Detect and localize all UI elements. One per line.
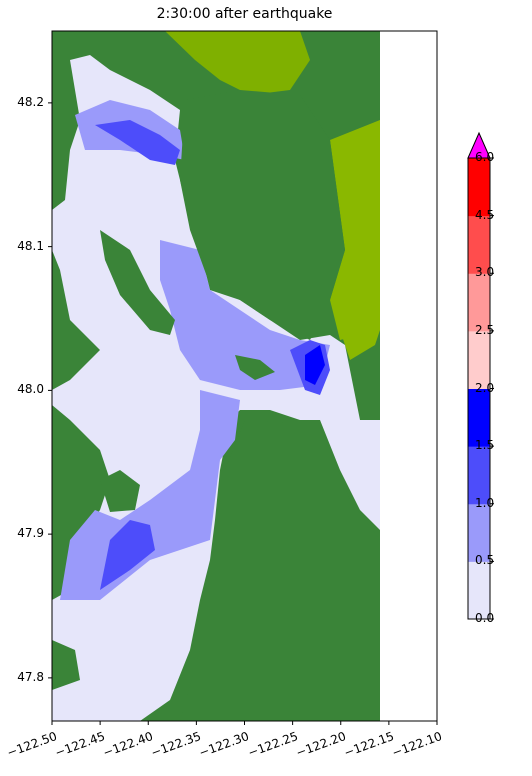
colorbar-segment <box>468 503 490 562</box>
highland-east <box>330 120 380 340</box>
water-level-2-south <box>100 520 155 590</box>
colorbar-segment <box>468 388 490 447</box>
y-tick-label: 47.8 <box>17 669 44 684</box>
colorbar-segment <box>468 158 490 217</box>
island-west <box>100 230 175 335</box>
colorbar-segment <box>468 273 490 332</box>
land-east-lobe <box>180 90 345 340</box>
y-tick-label: 47.9 <box>17 526 44 541</box>
plot-title: 2:30:00 after earthquake <box>156 6 333 22</box>
water-level-2-north <box>95 120 180 165</box>
water-level-1-middle <box>160 240 330 390</box>
y-tick-label: 48.0 <box>17 382 44 397</box>
colorbar-tick-label: 6.0 <box>475 150 495 164</box>
colorbar-tick-label: 0.0 <box>475 611 495 625</box>
water-level-3-inlet <box>305 345 325 385</box>
land-southeast <box>180 420 380 721</box>
map-area <box>52 31 437 721</box>
colorbar <box>467 131 494 620</box>
colorbar-tick-label: 2.0 <box>475 380 495 395</box>
colorbar-tick-label: 4.5 <box>475 207 495 222</box>
colorbar-segment <box>468 330 490 389</box>
y-tick-label: 48.2 <box>17 94 44 109</box>
water-level-1-south <box>60 390 240 600</box>
colorbar-segment <box>468 215 490 274</box>
highland-coast <box>340 330 380 360</box>
colorbar-tick-label: 1.0 <box>475 495 495 510</box>
colorbar-segment <box>468 446 490 505</box>
y-tick-marks <box>48 102 52 679</box>
y-tick-label: 48.1 <box>17 238 44 253</box>
x-tick-marks <box>51 721 438 725</box>
colorbar-tick-label: 1.5 <box>475 438 495 453</box>
colorbar-segment <box>468 561 490 620</box>
colorbar-tick-label: 0.5 <box>475 553 495 568</box>
island-south <box>100 470 140 512</box>
island-spit <box>235 355 275 380</box>
highland-north <box>165 31 310 95</box>
colorbar-tick-label: 3.0 <box>475 265 495 280</box>
colorbar-tick-label: 2.5 <box>475 322 495 337</box>
